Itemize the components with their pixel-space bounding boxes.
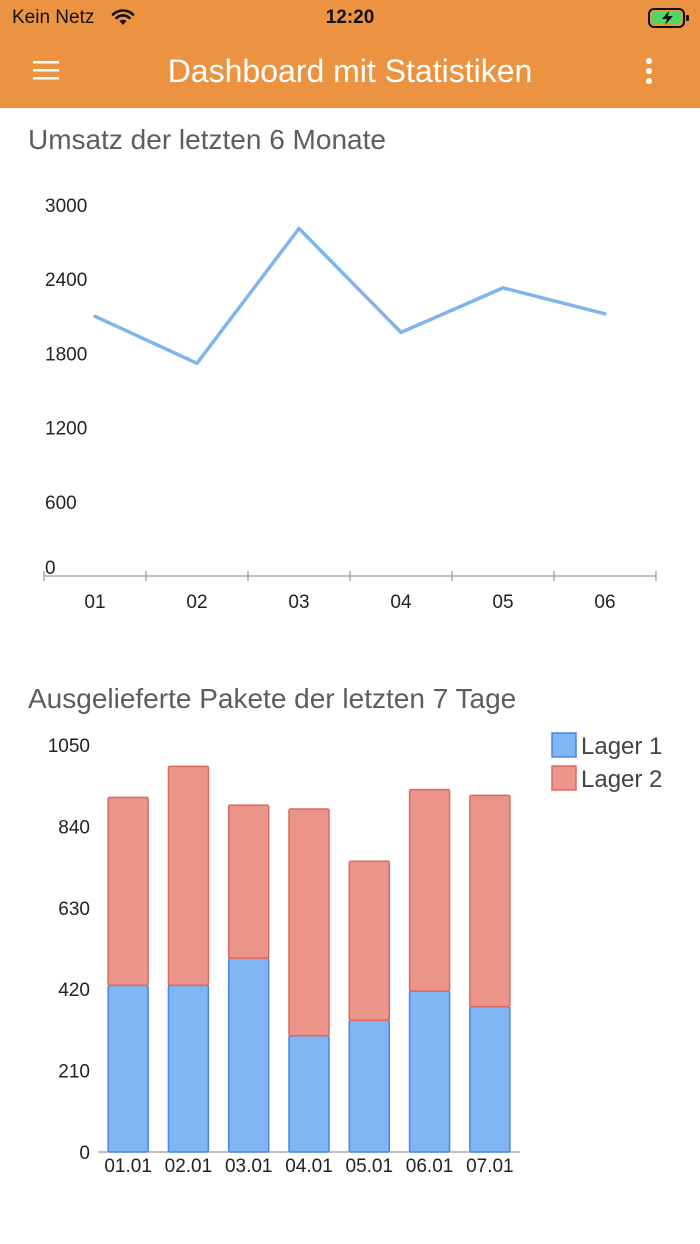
revenue-data-point xyxy=(399,330,403,335)
x-tick-label: 04 xyxy=(390,592,412,613)
packages-stacked-bar-chart: 0 210 420 630 840 1050 01.01 02.01 03.01 04.01 05.… xyxy=(48,732,662,1177)
x-tick-label: 04.01 xyxy=(285,1156,333,1177)
hamburger-menu-icon[interactable] xyxy=(30,54,62,86)
revenue-series-line xyxy=(94,226,606,366)
lager-1-bar xyxy=(348,1019,391,1153)
y-tick-label: 1050 xyxy=(48,736,90,757)
lager-2-bar xyxy=(288,808,330,1037)
lager-1-bar xyxy=(288,1034,330,1153)
y-tick-label: 1800 xyxy=(45,344,87,365)
x-tick-label: 03.01 xyxy=(225,1156,273,1177)
lager-2-bar xyxy=(167,765,210,987)
toolbar: Dashboard mit Statistiken xyxy=(0,40,700,104)
lager-2-bar xyxy=(227,804,270,959)
y-tick-label: 210 xyxy=(58,1062,90,1083)
x-tick-label: 02 xyxy=(186,592,207,613)
status-bar: Kein Netz 12:20 xyxy=(0,0,700,36)
lager-1-bar xyxy=(408,990,451,1153)
x-tick-label: 01.01 xyxy=(104,1156,152,1177)
revenue-data-point xyxy=(93,314,97,318)
x-tick-label: 01 xyxy=(84,592,105,613)
x-tick-label: 05.01 xyxy=(346,1156,394,1177)
lager-1-bar xyxy=(227,957,270,1153)
legend-label: Lager 1 xyxy=(581,733,662,760)
battery-charging-icon xyxy=(648,7,690,34)
packages-chart-title: Ausgelieferte Pakete der letzten 7 Tage xyxy=(28,683,517,714)
y-tick-label: 840 xyxy=(58,817,90,838)
page-title: Dashboard mit Statistiken xyxy=(167,53,533,89)
x-tick-label: 05 xyxy=(492,592,513,613)
x-tick-label: 07.01 xyxy=(466,1156,514,1177)
lager-2-bar xyxy=(408,788,451,992)
revenue-line-chart: 0 600 1200 1800 2400 3000 01 02 03 04 05 06 xyxy=(43,196,657,613)
x-tick-label: 06.01 xyxy=(406,1156,454,1177)
revenue-chart-title: Umsatz der letzten 6 Monate xyxy=(28,124,386,155)
revenue-data-point xyxy=(603,312,607,316)
carrier-label: Kein Netz xyxy=(12,7,95,28)
y-tick-label: 630 xyxy=(58,899,90,920)
y-tick-label: 0 xyxy=(45,558,56,579)
legend-swatch xyxy=(551,765,577,791)
revenue-data-point xyxy=(297,226,301,231)
y-tick-label: 2400 xyxy=(45,270,87,291)
legend-label: Lager 2 xyxy=(581,766,662,793)
lager-2-bar xyxy=(348,860,391,1021)
lager-1-bar xyxy=(469,1005,511,1153)
y-tick-label: 0 xyxy=(79,1143,90,1164)
x-tick-label: 06 xyxy=(594,592,615,613)
y-tick-label: 1200 xyxy=(45,419,87,440)
y-tick-label: 600 xyxy=(45,493,77,514)
lager-2-bar xyxy=(107,796,149,987)
x-tick-label: 03 xyxy=(288,592,309,613)
lager-2-bar xyxy=(469,794,511,1008)
clock: 12:20 xyxy=(325,7,375,28)
legend-swatch xyxy=(551,732,577,758)
lager-1-bar xyxy=(107,984,149,1153)
revenue-data-point xyxy=(195,361,199,365)
lager-1-bar xyxy=(167,984,210,1153)
y-tick-label: 420 xyxy=(58,980,90,1001)
wifi-icon xyxy=(111,8,135,31)
revenue-data-point xyxy=(501,286,505,290)
app-bar: Kein Netz 12:20 Dashboar xyxy=(0,0,700,108)
more-vertical-icon[interactable] xyxy=(634,54,664,88)
y-tick-label: 3000 xyxy=(45,196,87,217)
x-tick-label: 02.01 xyxy=(165,1156,213,1177)
